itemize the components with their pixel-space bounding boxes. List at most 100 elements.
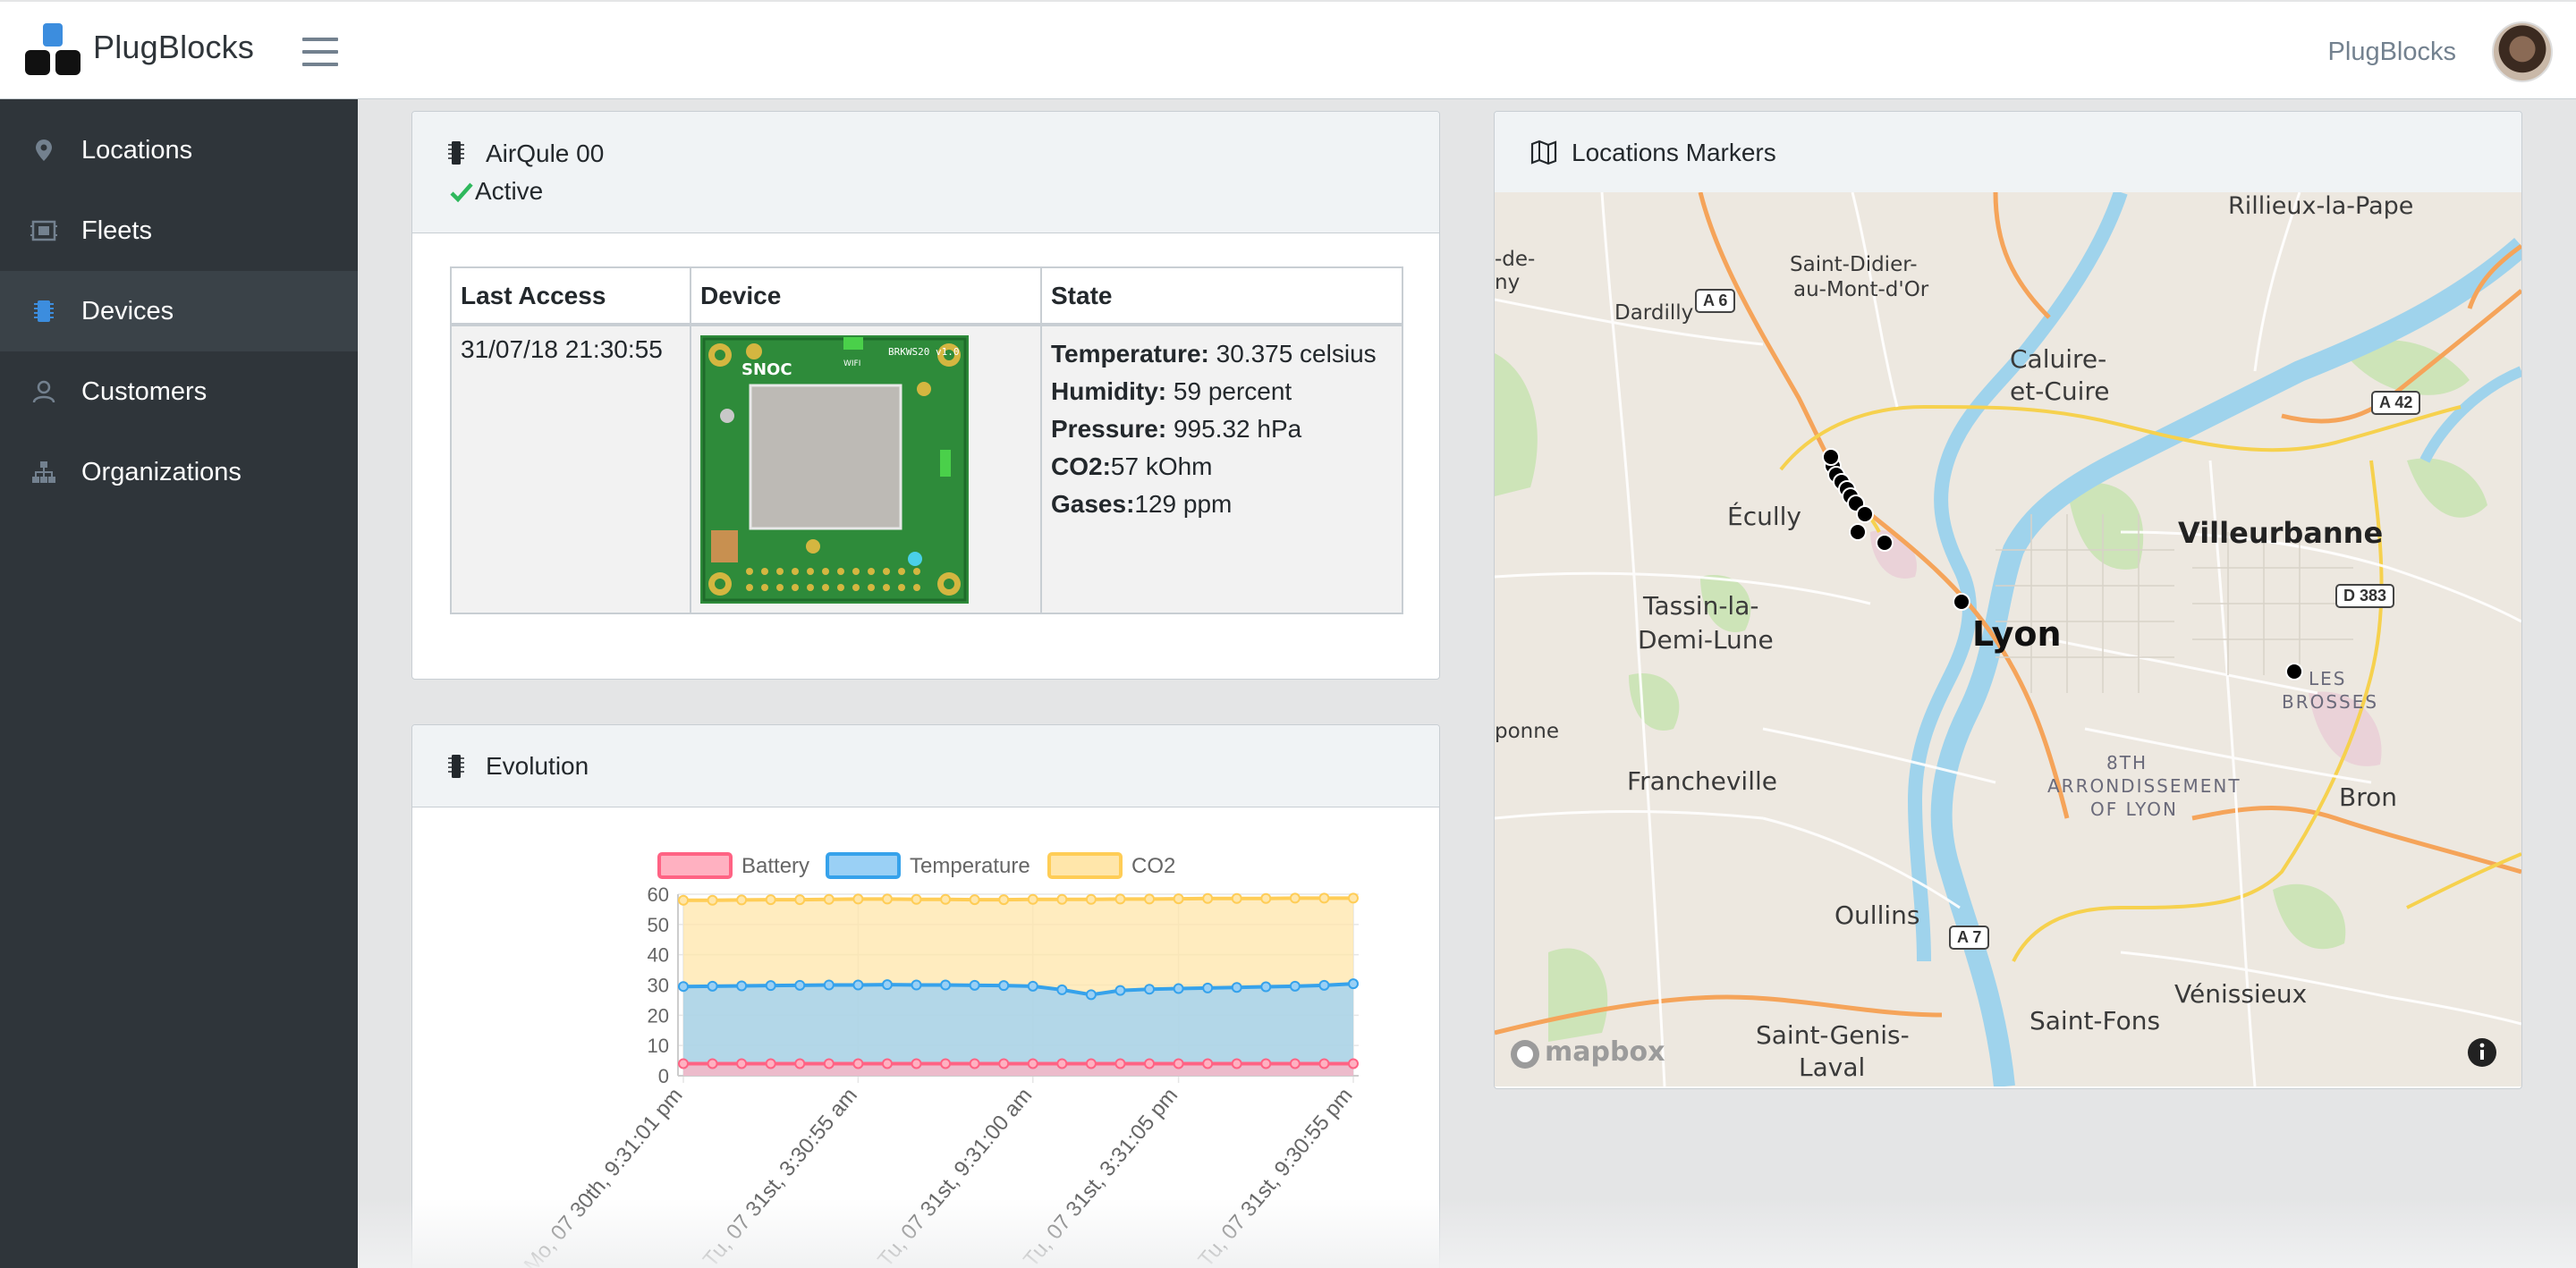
chip-icon (34, 300, 54, 322)
data-point (1231, 892, 1242, 904)
table-row: 31/07/18 21:30:55 (450, 324, 1403, 614)
evolution-card-header: Evolution (412, 725, 1439, 807)
data-point (1202, 892, 1214, 904)
data-point (678, 981, 689, 993)
data-point (1114, 893, 1126, 905)
legend-label: Battery (741, 854, 809, 878)
data-point (969, 1058, 980, 1069)
data-point (707, 1058, 718, 1069)
sidebar-item-label: Devices (81, 297, 174, 325)
data-point (1289, 892, 1301, 904)
y-tick-label: 30 (648, 975, 669, 997)
map-view[interactable]: Rillieux-la-Pape Saint-Didier- au-Mont-d… (1495, 192, 2521, 1086)
data-point (1173, 893, 1184, 905)
map-place-label: Oullins (1835, 900, 1920, 930)
map-place-label: Francheville (1627, 766, 1777, 796)
evolution-title: Evolution (486, 752, 589, 780)
location-marker[interactable] (1876, 534, 1894, 552)
column-header: Last Access (450, 266, 691, 326)
table-header-row: Last Access Device State (450, 266, 1403, 326)
data-point (1260, 1058, 1272, 1069)
board-chip-label: SNOC (741, 360, 792, 379)
data-point (969, 979, 980, 991)
sidebar-item-fleets[interactable]: Fleets (0, 190, 358, 271)
sidebar-item-organizations[interactable]: Organizations (0, 432, 358, 512)
data-point (998, 894, 1010, 906)
location-marker[interactable] (1856, 505, 1874, 523)
map-place-label: Saint-Didier- (1790, 253, 1918, 276)
data-point (794, 1058, 806, 1069)
data-point (707, 894, 718, 906)
data-point (1348, 892, 1359, 904)
location-marker[interactable] (2285, 663, 2303, 680)
avatar[interactable] (2492, 21, 2553, 82)
chip-icon (448, 141, 464, 165)
data-point (736, 894, 748, 906)
data-point (852, 893, 864, 905)
map-icon (1530, 139, 1557, 165)
info-icon[interactable] (2466, 1036, 2498, 1069)
map-place-label: Lyon (1972, 614, 2062, 654)
data-point (1202, 982, 1214, 993)
last-access-cell: 31/07/18 21:30:55 (450, 324, 691, 614)
legend-swatch (1047, 852, 1123, 879)
data-point (765, 980, 776, 992)
data-point (1231, 1058, 1242, 1069)
column-header: Device (690, 266, 1042, 326)
plugblocks-logo[interactable] (25, 23, 82, 80)
state-co2: CO2:57 kOhm (1051, 452, 1213, 480)
map-place-label: 8TH (2106, 752, 2148, 773)
column-header: State (1040, 266, 1403, 326)
y-tick-label: 50 (648, 914, 669, 936)
chip-icon (448, 755, 464, 778)
data-point (794, 979, 806, 991)
data-point (1173, 1058, 1184, 1069)
data-point (794, 894, 806, 906)
road-badge: D 383 (2335, 584, 2395, 608)
sidebar-item-locations[interactable]: Locations (0, 110, 358, 190)
map-place-label: Rillieux-la-Pape (2228, 192, 2414, 220)
data-point (881, 893, 893, 905)
map-markers-layer (1822, 448, 2303, 680)
sidebar-item-devices[interactable]: Devices (0, 271, 358, 351)
data-point (823, 979, 835, 991)
checkmark-icon (450, 182, 473, 203)
data-point (911, 893, 922, 905)
data-point (1318, 892, 1330, 904)
device-name: AirQule 00 (486, 139, 605, 167)
sidebar-item-label: Fleets (81, 216, 152, 245)
sidebar-item-customers[interactable]: Customers (0, 351, 358, 432)
data-point (678, 1058, 689, 1069)
data-point (1027, 893, 1038, 905)
device-card-header: AirQule 00 Active (412, 112, 1439, 233)
data-point (911, 979, 922, 991)
map-place-label: Dardilly (1614, 301, 1694, 325)
data-point (736, 980, 748, 992)
y-tick-label: 60 (648, 883, 669, 906)
data-point (1085, 1058, 1097, 1069)
location-marker[interactable] (1849, 523, 1867, 541)
user-name[interactable]: PlugBlocks (2327, 38, 2456, 66)
data-point (940, 979, 952, 991)
board-wifi-label: WIFI (843, 359, 860, 368)
data-point (707, 980, 718, 992)
map-title: Locations Markers (1572, 139, 1776, 166)
sidebar-item-label: Organizations (81, 458, 242, 486)
location-marker[interactable] (1953, 593, 1970, 611)
map-place-label: Laval (1799, 1052, 1866, 1082)
map-place-label: Caluire- (2010, 344, 2107, 374)
data-point (1056, 893, 1068, 905)
hamburger-menu-icon[interactable] (302, 38, 338, 66)
sidebar-item-label: Customers (81, 377, 208, 406)
series-line (683, 896, 1353, 902)
data-point (1144, 1058, 1156, 1069)
board-name-label: BRKWS20 v1.0 (888, 346, 959, 358)
state-temperature: Temperature: 30.375 celsius (1051, 340, 1377, 368)
map-place-label: ny (1495, 271, 1521, 294)
legend-swatch (657, 852, 733, 879)
map-place-label: Villeurbanne (2178, 516, 2384, 550)
data-point (1231, 982, 1242, 993)
brand-name[interactable]: PlugBlocks (93, 29, 255, 65)
data-point (1027, 1058, 1038, 1069)
location-marker[interactable] (1822, 448, 1840, 466)
